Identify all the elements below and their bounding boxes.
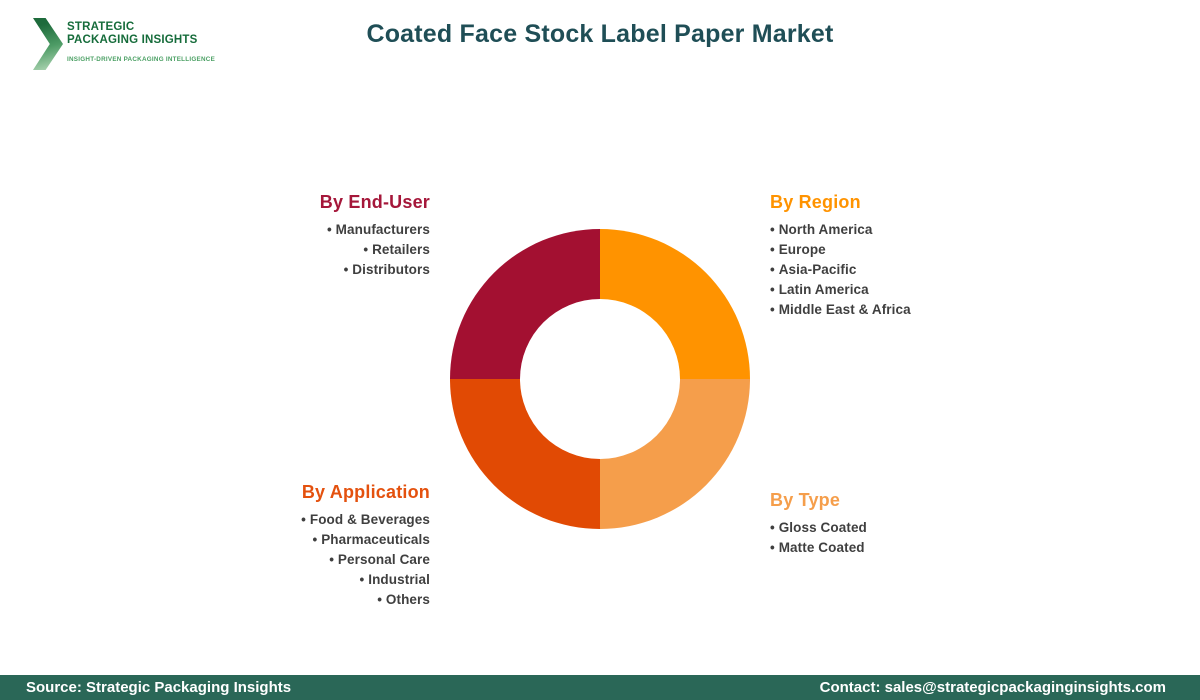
footer-source-text: Source: Strategic Packaging Insights xyxy=(26,679,292,696)
section-title-by-end-user: By End-User xyxy=(319,192,430,212)
brand-tagline: INSIGHT-DRIVEN PACKAGING INTELLIGENCE xyxy=(67,56,216,63)
footer-bar: Source: Strategic Packaging Insights Con… xyxy=(0,675,1200,700)
list-item: Middle East & Africa xyxy=(770,300,911,320)
list-item: Asia-Pacific xyxy=(770,260,911,280)
list-item: Personal Care xyxy=(301,550,430,570)
brand-text: STRATEGIC PACKAGING INSIGHTS INSIGHT-DRI… xyxy=(67,14,215,70)
list-item: Industrial xyxy=(301,570,430,590)
section-title-by-application: By Application xyxy=(301,482,430,502)
section-list-by-application: Food & BeveragesPharmaceuticalsPersonal … xyxy=(301,510,430,610)
list-item: North America xyxy=(770,220,911,240)
list-item: Pharmaceuticals xyxy=(301,530,430,550)
list-item: Distributors xyxy=(320,260,430,280)
brand-logo: STRATEGIC PACKAGING INSIGHTS INSIGHT-DRI… xyxy=(33,14,215,70)
list-item: Manufacturers xyxy=(320,220,430,240)
section-by-type: By Type Gloss CoatedMatte Coated xyxy=(770,490,867,558)
brand-name-line2: PACKAGING INSIGHTS xyxy=(67,34,198,46)
list-item: Europe xyxy=(770,240,911,260)
section-title-by-region: By Region xyxy=(770,192,861,212)
section-by-region: By Region North AmericaEuropeAsia-Pacifi… xyxy=(770,192,911,320)
section-list-by-end-user: ManufacturersRetailersDistributors xyxy=(320,220,430,280)
donut-chart xyxy=(450,229,750,529)
list-item: Latin America xyxy=(770,280,911,300)
brand-name: STRATEGIC PACKAGING INSIGHTS xyxy=(67,21,215,47)
section-title-by-type: By Type xyxy=(770,490,841,510)
section-by-end-user: By End-User ManufacturersRetailersDistri… xyxy=(320,192,430,280)
page-title: Coated Face Stock Label Paper Market xyxy=(366,20,834,48)
list-item: Matte Coated xyxy=(770,538,867,558)
list-item: Others xyxy=(301,590,430,610)
list-item: Retailers xyxy=(320,240,430,260)
donut-chart-hole xyxy=(520,299,680,459)
section-list-by-type: Gloss CoatedMatte Coated xyxy=(770,518,867,558)
section-by-application: By Application Food & BeveragesPharmaceu… xyxy=(301,482,430,610)
footer-contact-text: Contact: sales@strategicpackaginginsight… xyxy=(819,679,1166,696)
section-list-by-region: North AmericaEuropeAsia-PacificLatin Ame… xyxy=(770,220,911,320)
list-item: Gloss Coated xyxy=(770,518,867,538)
list-item: Food & Beverages xyxy=(301,510,430,530)
brand-name-line1: STRATEGIC xyxy=(67,21,135,33)
